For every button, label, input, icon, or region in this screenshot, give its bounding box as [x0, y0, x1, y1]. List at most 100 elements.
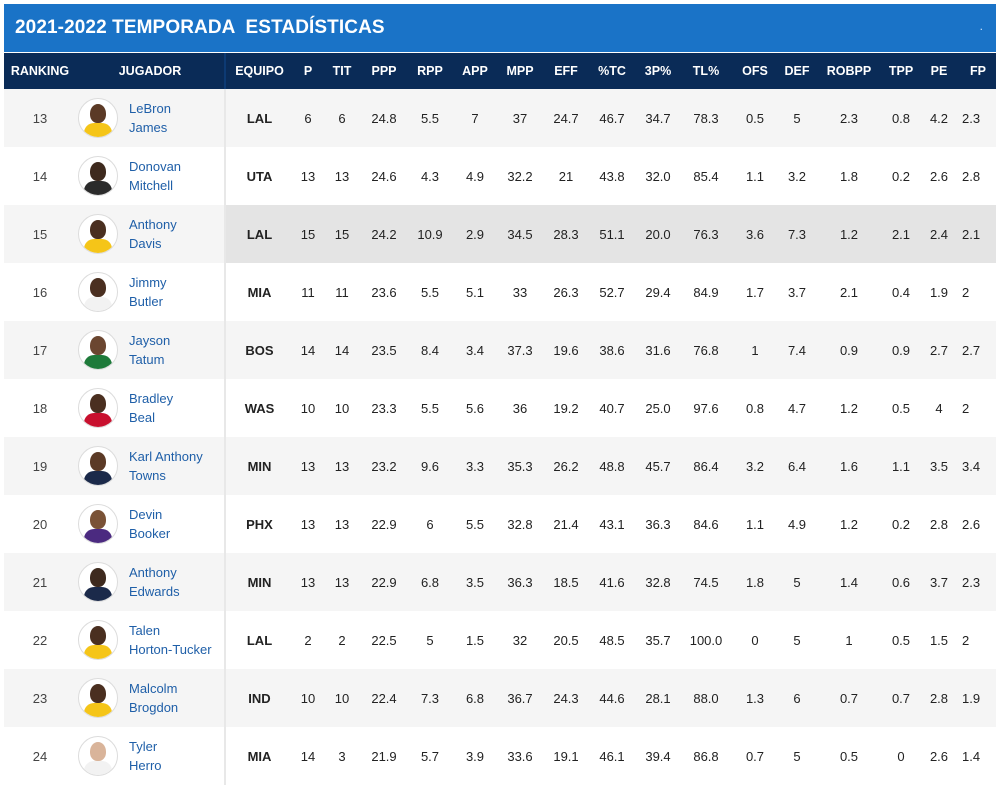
stat-cell-tl: 86.8 — [681, 727, 731, 785]
stat-cell-fp: 2.7 — [959, 321, 996, 379]
col-header-p[interactable]: P — [293, 53, 323, 89]
table-row[interactable]: 16 Jimmy Butler MIA 11 11 23.6 5.5 5.1 33 26.3 52.7… — [4, 263, 996, 321]
stat-cell-eff: 26.3 — [543, 263, 589, 321]
stat-cell-ppp: 23.2 — [361, 437, 407, 495]
col-header-rpp[interactable]: RPP — [407, 53, 453, 89]
player-avatar[interactable] — [78, 214, 118, 254]
player-avatar[interactable] — [78, 562, 118, 602]
player-avatar[interactable] — [78, 736, 118, 776]
stat-cell-tl: 84.9 — [681, 263, 731, 321]
stat-cell-p: 13 — [293, 437, 323, 495]
stat-cell-pe: 3.5 — [919, 437, 959, 495]
stat-cell-ppp: 23.6 — [361, 263, 407, 321]
stat-cell-def: 3.2 — [779, 147, 815, 205]
stat-cell-p: 13 — [293, 495, 323, 553]
player-name-link[interactable]: Jimmy Butler — [129, 273, 215, 311]
team-cell: LAL — [225, 611, 293, 669]
stats-table-container[interactable]: RANKING JUGADOR EQUIPO P TIT PPP RPP APP… — [4, 53, 996, 786]
col-header-equipo[interactable]: EQUIPO — [225, 53, 293, 89]
stat-cell-ofs: 0.7 — [731, 727, 779, 785]
player-name-link[interactable]: Anthony Edwards — [129, 563, 215, 601]
player-name-link[interactable]: Malcolm Brogdon — [129, 679, 215, 717]
col-header-ranking[interactable]: RANKING — [4, 53, 76, 89]
col-header-fp[interactable]: FP — [959, 53, 996, 89]
col-header-jugador[interactable]: JUGADOR — [76, 53, 226, 89]
stat-cell-mpp: 36.7 — [497, 669, 543, 727]
player-name-link[interactable]: Karl Anthony Towns — [129, 447, 215, 485]
stat-cell-tc: 48.5 — [589, 611, 635, 669]
table-row[interactable]: 14 Donovan Mitchell UTA 13 13 24.6 4.3 4.9 32.2 21… — [4, 147, 996, 205]
player-avatar[interactable] — [78, 98, 118, 138]
stat-cell-def: 7.4 — [779, 321, 815, 379]
stat-cell-p3: 29.4 — [635, 263, 681, 321]
col-header-3p[interactable]: 3P% — [635, 53, 681, 89]
table-row[interactable]: 20 Devin Booker PHX 13 13 22.9 6 5.5 32.8 21.4 43.1… — [4, 495, 996, 553]
player-name-link[interactable]: Bradley Beal — [129, 389, 215, 427]
stat-cell-tit: 6 — [323, 89, 361, 147]
stat-cell-ppp: 23.3 — [361, 379, 407, 437]
col-header-mpp[interactable]: MPP — [497, 53, 543, 89]
col-header-ofs[interactable]: OFS — [731, 53, 779, 89]
player-avatar[interactable] — [78, 504, 118, 544]
player-name-link[interactable]: Talen Horton-Tucker — [129, 621, 215, 659]
player-avatar[interactable] — [78, 620, 118, 660]
player-cell: Tyler Herro — [76, 727, 226, 785]
col-header-ppp[interactable]: PPP — [361, 53, 407, 89]
player-name-link[interactable]: LeBron James — [129, 99, 215, 137]
col-header-robpp[interactable]: ROBPP — [815, 53, 883, 89]
jersey-icon — [84, 355, 112, 369]
player-last-name: Brogdon — [129, 700, 179, 715]
stat-cell-def: 6.4 — [779, 437, 815, 495]
stat-cell-ofs: 1.1 — [731, 495, 779, 553]
player-name-link[interactable]: Jayson Tatum — [129, 331, 215, 369]
table-row[interactable]: 13 LeBron James LAL 6 6 24.8 5.5 7 37 24.7 46.7 34.7… — [4, 89, 996, 147]
player-avatar[interactable] — [78, 330, 118, 370]
player-avatar[interactable] — [78, 272, 118, 312]
stat-cell-def: 7.3 — [779, 205, 815, 263]
stat-cell-def: 5 — [779, 89, 815, 147]
ranking-cell: 22 — [4, 611, 76, 669]
stat-cell-app: 3.5 — [453, 553, 497, 611]
stat-cell-fp: 2 — [959, 611, 996, 669]
col-header-tc[interactable]: %TC — [589, 53, 635, 89]
table-body: 13 LeBron James LAL 6 6 24.8 5.5 7 37 24.7 46.7 34.7… — [4, 89, 996, 785]
table-row[interactable]: 19 Karl Anthony Towns MIN 13 13 23.2 9.6 3.3 35.3… — [4, 437, 996, 495]
col-header-pe[interactable]: PE — [919, 53, 959, 89]
col-header-app[interactable]: APP — [453, 53, 497, 89]
ranking-cell: 17 — [4, 321, 76, 379]
player-name-link[interactable]: Donovan Mitchell — [129, 157, 215, 195]
stat-cell-p3: 45.7 — [635, 437, 681, 495]
stat-cell-tit: 13 — [323, 147, 361, 205]
col-header-def[interactable]: DEF — [779, 53, 815, 89]
table-row[interactable]: 22 Talen Horton-Tucker LAL 2 2 22.5 5 1.5 32 20.5 4… — [4, 611, 996, 669]
stat-cell-p: 14 — [293, 321, 323, 379]
ranking-cell: 24 — [4, 727, 76, 785]
stat-cell-rpp: 5.5 — [407, 379, 453, 437]
table-row[interactable]: 17 Jayson Tatum BOS 14 14 23.5 8.4 3.4 37.3 19.6 38… — [4, 321, 996, 379]
table-row[interactable]: 18 Bradley Beal WAS 10 10 23.3 5.5 5.6 36 19.2 40.7… — [4, 379, 996, 437]
col-header-eff[interactable]: EFF — [543, 53, 589, 89]
col-header-tpp[interactable]: TPP — [883, 53, 919, 89]
player-avatar[interactable] — [78, 388, 118, 428]
jersey-icon — [84, 645, 112, 659]
table-row[interactable]: 15 Anthony Davis LAL 15 15 24.2 10.9 2.9 34.5 28.3… — [4, 205, 996, 263]
table-row[interactable]: 24 Tyler Herro MIA 14 3 21.9 5.7 3.9 33.6 19.1 46.1… — [4, 727, 996, 785]
table-row[interactable]: 23 Malcolm Brogdon IND 10 10 22.4 7.3 6.8 36.7 24.… — [4, 669, 996, 727]
stat-cell-app: 2.9 — [453, 205, 497, 263]
stat-cell-p: 14 — [293, 727, 323, 785]
player-name-link[interactable]: Anthony Davis — [129, 215, 215, 253]
stat-cell-def: 5 — [779, 611, 815, 669]
player-name-link[interactable]: Devin Booker — [129, 505, 215, 543]
player-cell: Talen Horton-Tucker — [76, 611, 226, 669]
stat-cell-ofs: 0.8 — [731, 379, 779, 437]
player-avatar[interactable] — [78, 156, 118, 196]
player-avatar[interactable] — [78, 446, 118, 486]
player-avatar[interactable] — [78, 678, 118, 718]
col-header-tl[interactable]: TL% — [681, 53, 731, 89]
ranking-cell: 16 — [4, 263, 76, 321]
stat-cell-mpp: 37 — [497, 89, 543, 147]
stat-cell-pe: 2.6 — [919, 147, 959, 205]
col-header-tit[interactable]: TIT — [323, 53, 361, 89]
player-name-link[interactable]: Tyler Herro — [129, 737, 215, 775]
table-row[interactable]: 21 Anthony Edwards MIN 13 13 22.9 6.8 3.5 36.3 18.… — [4, 553, 996, 611]
